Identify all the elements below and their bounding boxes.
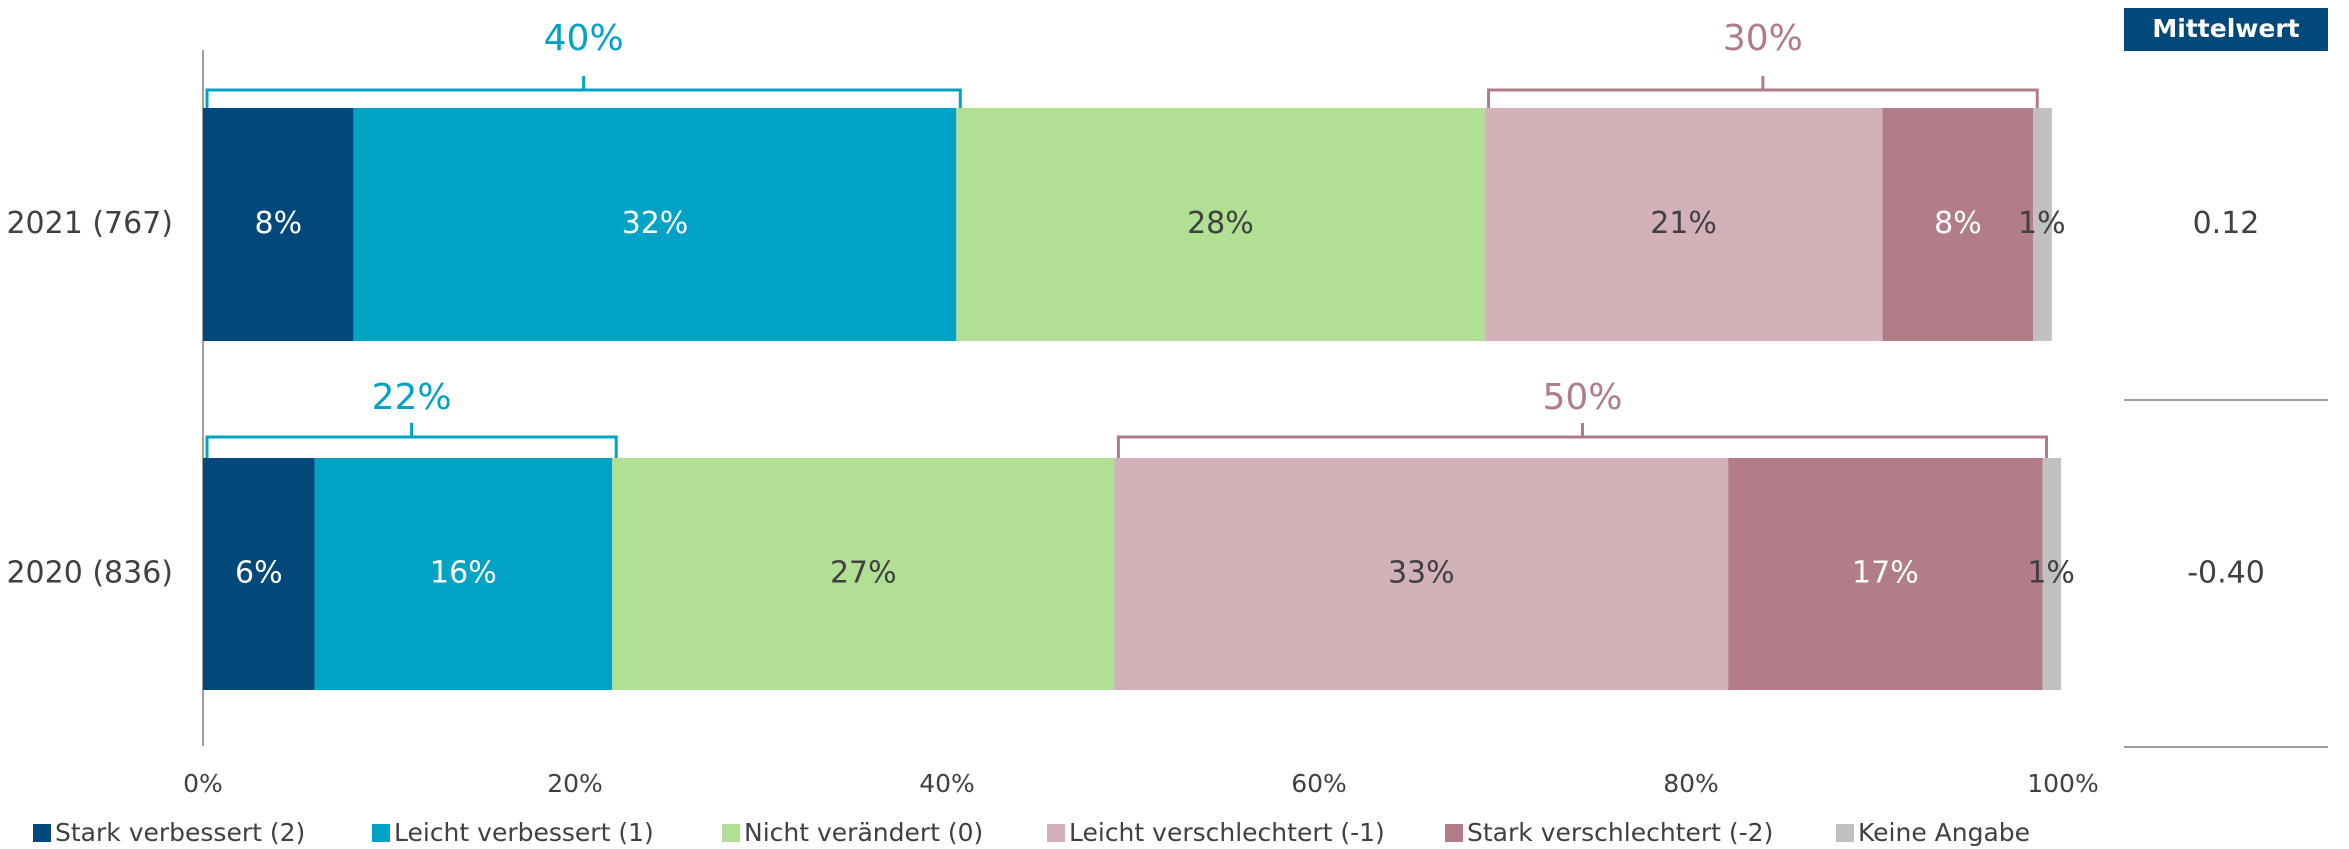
- value-label: 1%: [2018, 206, 2066, 241]
- legend-swatch: [372, 824, 390, 842]
- value-label: 16%: [430, 556, 497, 591]
- legend-label: Keine Angabe: [1858, 818, 2030, 847]
- x-tick-label: 40%: [919, 769, 975, 798]
- legend-label: Stark verbessert (2): [55, 818, 305, 847]
- x-tick-label: 20%: [547, 769, 603, 798]
- bracket-label: 22%: [372, 377, 452, 418]
- legend-swatch: [1836, 824, 1854, 842]
- bracket-label: 40%: [544, 18, 624, 59]
- value-label: 17%: [1852, 556, 1919, 591]
- value-label: 28%: [1187, 206, 1254, 241]
- legend-label: Stark verschlechtert (-2): [1467, 818, 1773, 847]
- legend-swatch: [722, 824, 740, 842]
- bracket: [205, 423, 618, 458]
- legend-label: Leicht verschlechtert (-1): [1069, 818, 1385, 847]
- bar-segment: [1882, 108, 2034, 341]
- bracket-label: 50%: [1542, 377, 1622, 418]
- bar-segment: [612, 458, 1115, 690]
- x-tick-label: 80%: [1663, 769, 1719, 798]
- value-label: 33%: [1388, 556, 1455, 591]
- value-label: 32%: [622, 206, 689, 241]
- legend-label: Nicht verändert (0): [744, 818, 983, 847]
- bar-segment: [1728, 458, 2043, 690]
- x-tick-label: 100%: [2027, 769, 2098, 798]
- category-label: 2020 (836): [6, 556, 173, 591]
- bracket-label: 30%: [1723, 18, 1803, 59]
- legend-swatch: [1445, 824, 1463, 842]
- bracket: [1116, 423, 2049, 458]
- bar-segment: [203, 108, 354, 341]
- mean-header-box: [2124, 8, 2328, 51]
- mean-value: -0.40: [2187, 556, 2265, 591]
- value-label: 8%: [255, 206, 303, 241]
- legend-swatch: [1047, 824, 1065, 842]
- bar-segment: [353, 108, 957, 341]
- category-label: 2021 (767): [6, 206, 173, 241]
- mean-header: Mittelwert: [2152, 14, 2299, 43]
- bar-segment: [2042, 458, 2062, 690]
- value-label: 6%: [235, 556, 283, 591]
- bar-segment: [203, 458, 315, 690]
- value-label: 1%: [2027, 556, 2075, 591]
- bar-segment: [1484, 108, 1883, 341]
- bar-segment: [314, 458, 613, 690]
- x-tick-label: 60%: [1291, 769, 1347, 798]
- legend-swatch: [33, 824, 51, 842]
- value-label: 21%: [1650, 206, 1717, 241]
- x-tick-label: 0%: [183, 769, 223, 798]
- bar-segment: [1114, 458, 1729, 690]
- mean-value: 0.12: [2193, 206, 2260, 241]
- value-label: 27%: [830, 556, 897, 591]
- value-label: 8%: [1934, 206, 1982, 241]
- bar-segment: [956, 108, 1485, 341]
- legend-label: Leicht verbessert (1): [394, 818, 654, 847]
- bracket: [205, 76, 962, 108]
- bar-segment: [2033, 108, 2052, 341]
- bracket: [1487, 76, 2039, 108]
